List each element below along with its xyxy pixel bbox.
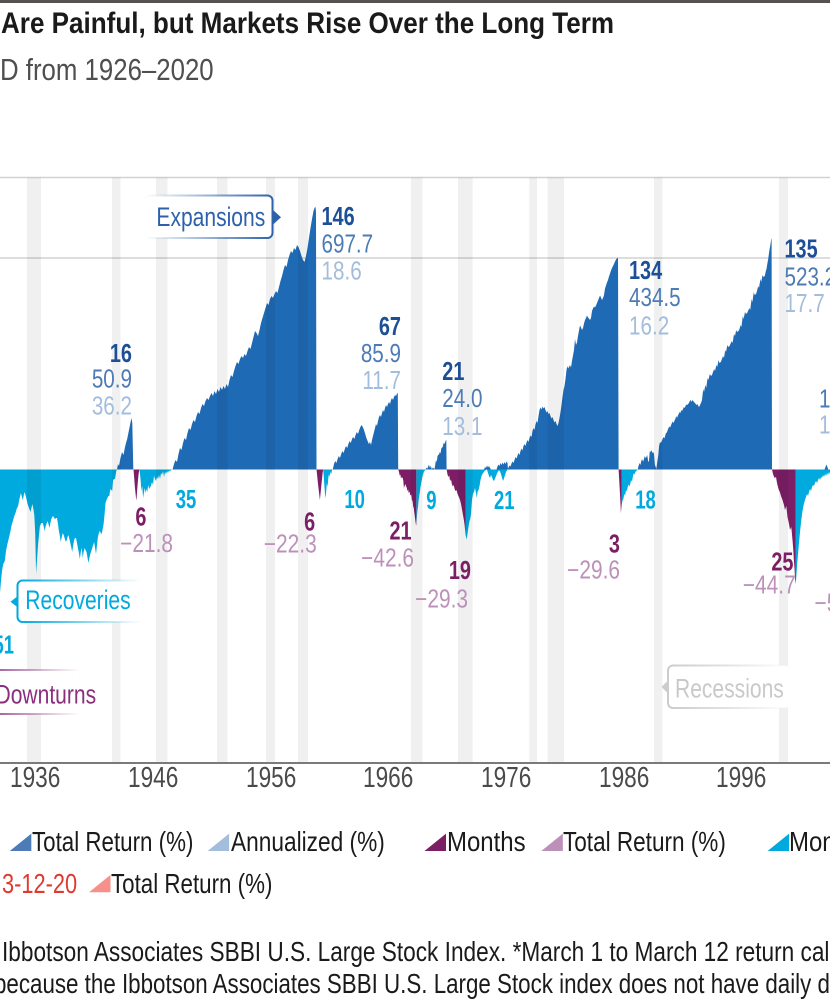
- svg-text:17.7: 17.7: [785, 289, 825, 318]
- svg-text:67: 67: [379, 311, 401, 340]
- svg-text:24.0: 24.0: [442, 384, 482, 413]
- svg-text:−22.3: −22.3: [264, 529, 317, 557]
- svg-text:−44.7: −44.7: [743, 571, 796, 599]
- svg-text:21: 21: [494, 486, 515, 515]
- svg-text:9: 9: [426, 486, 436, 515]
- svg-text:18: 18: [635, 486, 656, 515]
- svg-text:18.6: 18.6: [322, 256, 362, 285]
- svg-text:−42.6: −42.6: [361, 544, 414, 572]
- svg-text:Recoveries: Recoveries: [25, 585, 130, 615]
- svg-text:146: 146: [322, 202, 355, 231]
- svg-text:−21.8: −21.8: [120, 529, 173, 557]
- svg-text:3: 3: [609, 529, 620, 558]
- svg-text:36.2: 36.2: [92, 392, 132, 421]
- svg-text:50.9: 50.9: [92, 364, 132, 393]
- svg-text:135: 135: [785, 234, 818, 263]
- svg-text:85.9: 85.9: [361, 339, 401, 368]
- svg-text:6: 6: [135, 502, 146, 531]
- svg-text:16.2: 16.2: [629, 311, 669, 340]
- svg-text:16: 16: [110, 339, 132, 368]
- svg-text:19: 19: [449, 556, 471, 585]
- svg-text:434.5: 434.5: [629, 283, 681, 312]
- svg-text:−29.6: −29.6: [567, 556, 620, 584]
- svg-text:523.2: 523.2: [785, 262, 830, 291]
- svg-text:13.1: 13.1: [442, 412, 482, 441]
- svg-text:134: 134: [629, 255, 662, 284]
- svg-text:21: 21: [389, 516, 411, 545]
- svg-text:14: 14: [819, 411, 830, 440]
- svg-text:151: 151: [0, 630, 14, 659]
- svg-text:11.7: 11.7: [362, 366, 401, 395]
- svg-text:−50.9: −50.9: [815, 589, 830, 617]
- svg-text:10: 10: [344, 485, 365, 514]
- svg-text:697.7: 697.7: [322, 229, 374, 258]
- svg-text:−29.3: −29.3: [415, 585, 468, 613]
- svg-text:Recessions: Recessions: [675, 674, 784, 704]
- svg-text:14: 14: [819, 384, 830, 413]
- svg-text:Downturns: Downturns: [0, 680, 96, 710]
- svg-text:21: 21: [442, 357, 464, 386]
- svg-text:35: 35: [176, 485, 197, 514]
- svg-text:Expansions: Expansions: [156, 203, 265, 233]
